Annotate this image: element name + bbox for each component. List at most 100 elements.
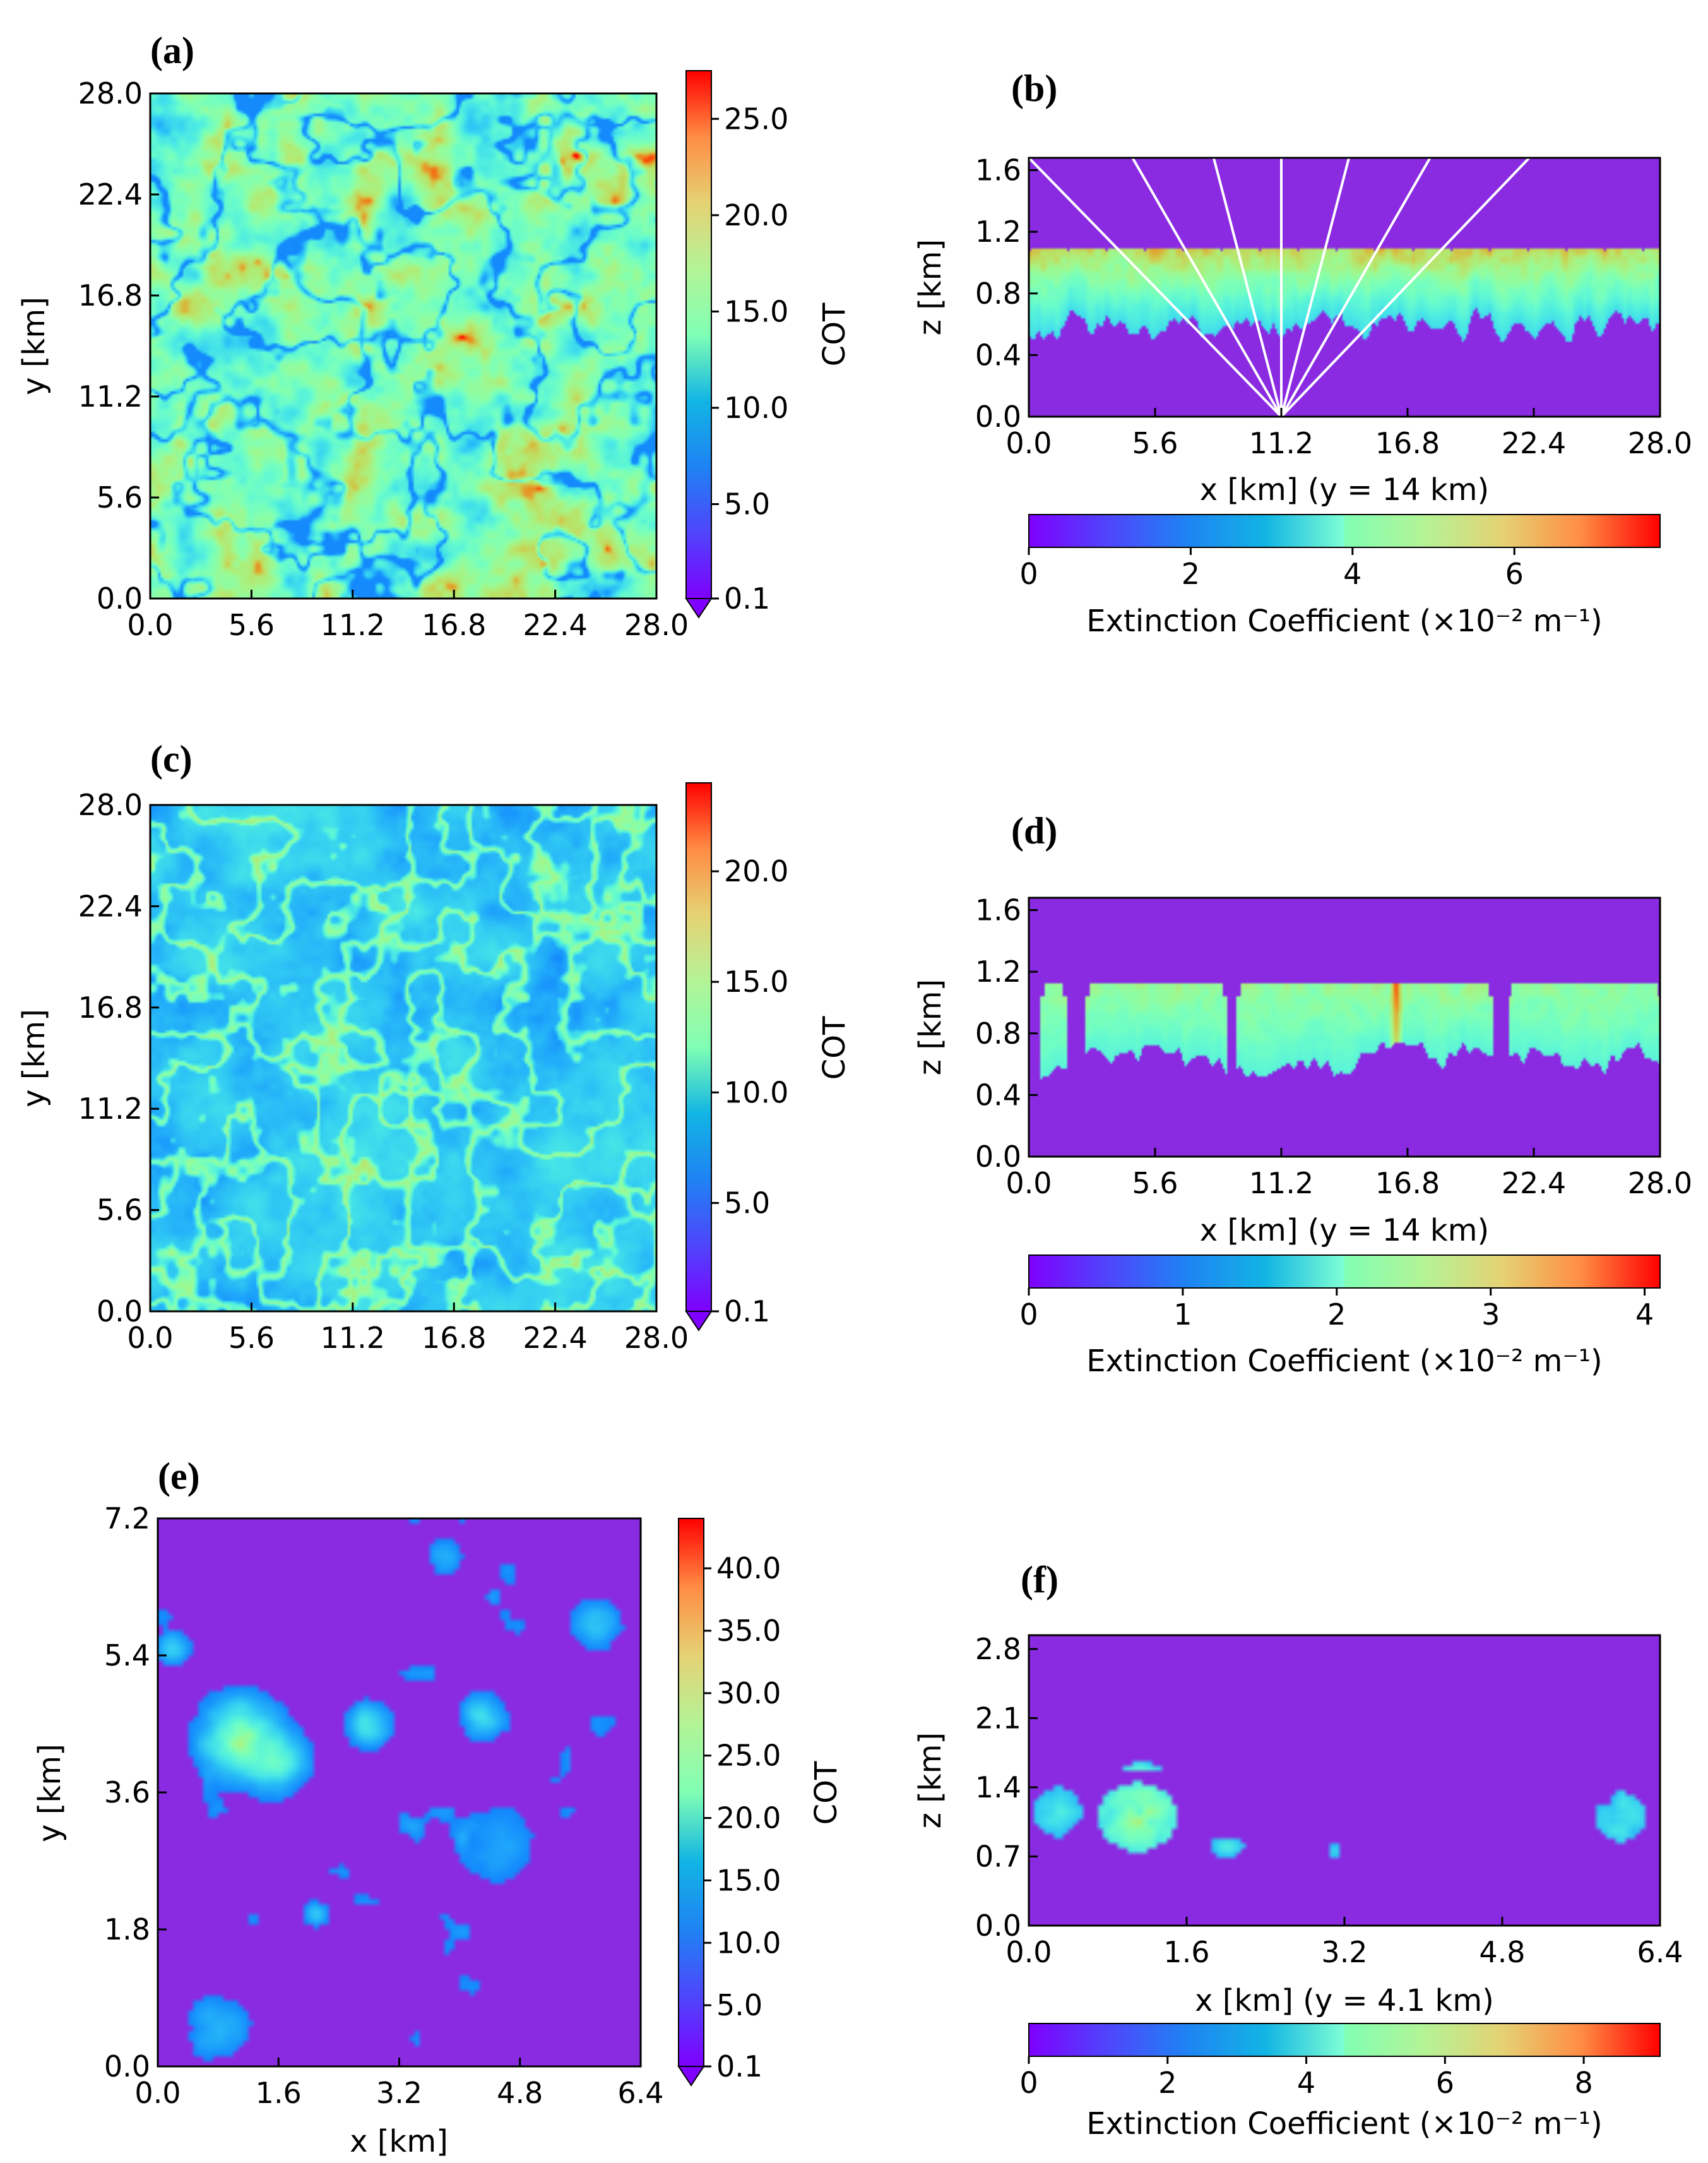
y-ticks-c: 0.0 5.6 11.2 16.8 22.4 28.0 (78, 788, 159, 1328)
y-tick-label: 0.0 (975, 1909, 1021, 1943)
colorbar-tick-label: 20.0 (716, 1801, 781, 1835)
colorbar-tick-label: 15.0 (724, 294, 788, 328)
x-tick-label: 0.0 (1005, 426, 1052, 460)
x-tick-label: 0.0 (134, 2076, 181, 2110)
colorbar-ticks-d: 0 1 2 3 4 (1019, 1288, 1654, 1332)
x-tick-label: 3.2 (376, 2076, 422, 2110)
x-tick-label: 4.8 (1479, 1935, 1525, 1969)
colorbar-tick-label: 10.0 (716, 1926, 781, 1960)
colorbar-f (1028, 2023, 1661, 2057)
x-tick-label: 11.2 (321, 1321, 385, 1355)
x-ticks-c: 0.0 5.6 11.2 16.8 22.4 28.0 (127, 1302, 689, 1355)
y-tick-label: 0.0 (97, 581, 143, 616)
y-tick-label: 1.8 (104, 1912, 150, 1946)
x-tick-label: 5.6 (228, 608, 275, 642)
colorbar-tick-label: 3 (1481, 1297, 1500, 1332)
y-tick-label: 1.6 (975, 893, 1021, 927)
x-tick-label: 11.2 (1249, 1166, 1314, 1200)
colorbar-tick-label: 10.0 (724, 391, 788, 425)
x-axis-label-b: x [km] (y = 14 km) (1200, 472, 1489, 508)
x-axis-label-f: x [km] (y = 4.1 km) (1195, 1983, 1494, 2018)
colorbar-tick-label: 25.0 (716, 1739, 781, 1773)
colorbar-extend-c (685, 1311, 713, 1332)
colorbar-tick-label: 10.0 (724, 1075, 788, 1109)
plot-frame-a (149, 92, 658, 600)
x-axis-label-d: x [km] (y = 14 km) (1200, 1213, 1489, 1248)
colorbar-tick-label: 5.0 (724, 487, 770, 521)
heatmap-d (1029, 898, 1660, 1157)
colorbar-tick-label: 2 (1327, 1297, 1346, 1332)
x-tick-label: 11.2 (1249, 426, 1314, 460)
panel-b: (b) 0.0 5.6 11.2 16.8 22.4 28.0 0.0 0.4 0.8 1.2 1… (913, 68, 1692, 639)
heatmap-a (150, 93, 656, 599)
x-tick-label: 1.6 (256, 2076, 302, 2110)
y-axis-label-b: z [km] (913, 239, 948, 335)
panel-a: (a) 0.0 5.6 11.2 16.8 22.4 28.0 0.0 5.6 11.2 16.… (16, 30, 852, 642)
colorbar-extend-e (677, 2066, 705, 2087)
heatmap-b (1029, 158, 1660, 417)
colorbar-tick-label: 0 (1019, 1297, 1038, 1332)
x-tick-label: 6.4 (1637, 1935, 1683, 1969)
colorbar-tick-label: 20.0 (724, 854, 788, 888)
y-tick-label: 0.4 (975, 1078, 1021, 1112)
x-tick-label: 6.4 (617, 2076, 663, 2110)
y-tick-label: 1.2 (975, 215, 1021, 249)
colorbar-tick-label: 40.0 (716, 1551, 781, 1585)
y-ticks-b: 0.0 0.4 0.8 1.2 1.6 (975, 153, 1038, 434)
x-tick-label: 4.8 (497, 2076, 543, 2110)
panel-f: (f) 0.0 1.6 3.2 4.8 6.4 0.0 0.7 1.4 2.1 2.8 x [k… (913, 1559, 1683, 2142)
colorbar-tick-label: 15.0 (716, 1863, 781, 1897)
colorbar-tick-label: 4 (1297, 2066, 1315, 2100)
x-tick-label: 16.8 (422, 608, 486, 642)
panel-label-b: (b) (1011, 68, 1057, 109)
y-ticks-e: 0.0 1.8 3.6 5.4 7.2 (104, 1501, 167, 2083)
x-tick-label: 16.8 (422, 1321, 486, 1355)
colorbar-label-e: COT (809, 1761, 844, 1825)
y-tick-label: 5.6 (97, 480, 143, 515)
colorbar-tick-label: 0 (1019, 557, 1038, 591)
y-ticks-a: 0.0 5.6 11.2 16.8 22.4 28.0 (78, 76, 159, 616)
x-tick-label: 0.0 (127, 1321, 173, 1355)
y-tick-label: 0.8 (975, 1016, 1021, 1051)
view-ray (1280, 157, 1351, 417)
x-tick-label: 1.6 (1163, 1935, 1209, 1969)
view-ray (1028, 157, 1283, 418)
heatmap-c (150, 805, 656, 1311)
x-tick-label: 28.0 (1628, 426, 1692, 460)
panel-e: (e) 0.0 1.6 3.2 4.8 6.4 0.0 1.8 3.6 5.4 7.2 x [k… (32, 1455, 844, 2159)
y-tick-label: 0.0 (104, 2049, 150, 2083)
y-tick-label: 7.2 (104, 1501, 150, 1535)
heatmap-e (158, 1518, 641, 2066)
y-tick-label: 1.2 (975, 955, 1021, 989)
plot-frame-d (1028, 897, 1661, 1158)
view-ray (1280, 157, 1531, 418)
colorbar-e (678, 1518, 704, 2067)
colorbar-tick-label: 15.0 (724, 965, 788, 999)
colorbar-extend-a (685, 598, 713, 619)
x-tick-label: 22.4 (523, 1321, 587, 1355)
y-tick-label: 5.6 (97, 1193, 143, 1227)
colorbar-label-b: Extinction Coefficient (×10⁻² m⁻¹) (1086, 604, 1602, 639)
colorbar-label-d: Extinction Coefficient (×10⁻² m⁻¹) (1086, 1344, 1602, 1379)
colorbar-tick-label: 0.1 (724, 581, 770, 616)
colorbar-d (1028, 1254, 1661, 1289)
colorbar-b (1028, 514, 1661, 548)
colorbar-tick-label: 5.0 (724, 1186, 770, 1220)
x-ticks-e: 0.0 1.6 3.2 4.8 6.4 (134, 2058, 664, 2110)
y-tick-label: 16.8 (78, 278, 143, 313)
x-tick-label: 22.4 (1502, 1166, 1566, 1200)
x-tick-label: 28.0 (624, 608, 689, 642)
colorbar-label-c: COT (817, 1016, 852, 1080)
panel-label-e: (e) (158, 1455, 200, 1497)
y-tick-label: 0.0 (975, 1140, 1021, 1174)
x-tick-label: 0.0 (1005, 1935, 1052, 1969)
y-tick-label: 1.4 (975, 1770, 1021, 1804)
y-tick-label: 22.4 (78, 177, 143, 212)
plot-frame-b (1028, 157, 1661, 418)
colorbar-tick-label: 8 (1574, 2066, 1592, 2100)
x-ticks-a: 0.0 5.6 11.2 16.8 22.4 28.0 (127, 590, 689, 642)
x-tick-label: 22.4 (523, 608, 587, 642)
y-tick-label: 5.4 (104, 1638, 150, 1672)
view-ray (1131, 157, 1283, 417)
